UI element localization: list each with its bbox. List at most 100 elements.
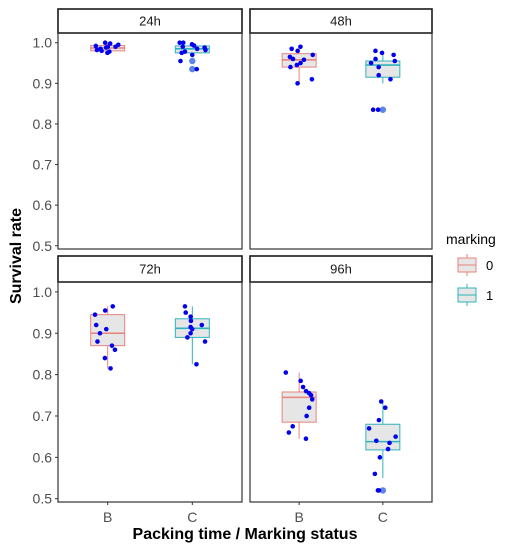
box-B-marking-0 (281, 370, 317, 442)
y-tick-label: 0.8 (33, 367, 53, 383)
data-point (298, 60, 303, 66)
y-tick-label: 0.6 (33, 197, 53, 213)
legend-title: marking (446, 231, 496, 247)
box-B-marking-0 (90, 304, 126, 371)
data-point (377, 455, 383, 460)
data-point (382, 405, 388, 411)
data-point (373, 48, 378, 54)
data-point (189, 42, 195, 47)
legend-entry-0: 0 (457, 254, 493, 276)
data-point (370, 107, 376, 113)
outlier-point (189, 65, 196, 73)
x-tick-label: C (378, 509, 388, 525)
data-point (102, 355, 108, 361)
data-point (188, 324, 193, 330)
data-point (294, 62, 300, 68)
data-point (97, 330, 103, 336)
y-tick-label: 0.7 (33, 157, 53, 173)
data-point (303, 388, 309, 394)
data-point (392, 58, 398, 64)
data-point (368, 60, 374, 66)
box-B-marking-0 (281, 44, 317, 86)
legend-label: 1 (486, 288, 493, 303)
data-point (188, 314, 193, 320)
box-C-marking-1 (174, 304, 210, 367)
data-point (374, 438, 379, 444)
data-point (180, 40, 186, 46)
data-point (309, 76, 315, 82)
data-point (391, 52, 396, 58)
data-point (298, 44, 303, 50)
data-point (194, 361, 199, 367)
data-point (188, 318, 194, 324)
panel-border (249, 32, 433, 250)
outlier-point (189, 57, 196, 65)
data-point (188, 330, 193, 336)
data-point (286, 430, 292, 435)
data-point (306, 405, 312, 411)
x-axis-title: Packing time / Marking status (133, 526, 358, 543)
panel-strip (249, 8, 433, 34)
data-point (303, 436, 309, 442)
data-point (95, 339, 100, 344)
panel-strip-label: 48h (330, 14, 352, 29)
panel-24h: 24h 0.5 0.6 0.7 0.8 0.9 1.0 (33, 8, 243, 254)
data-point (178, 58, 183, 64)
y-tick-label: 0.5 (33, 238, 53, 254)
data-point (103, 326, 109, 332)
data-point (298, 378, 303, 384)
data-point (189, 52, 195, 58)
data-point (376, 417, 382, 423)
y-tick-label: 0.9 (33, 75, 53, 91)
data-point (93, 322, 99, 328)
data-point (301, 57, 307, 63)
panel-strip-label: 24h (139, 14, 161, 29)
panel-48h: 48h (249, 8, 433, 250)
panel-96h: 96h B C (249, 255, 433, 525)
panel-strip-label: 72h (139, 262, 161, 277)
y-tick-label: 0.6 (33, 449, 53, 465)
x-tick-label: C (187, 509, 197, 525)
data-point (387, 440, 392, 446)
data-point (194, 46, 200, 52)
data-point (110, 304, 116, 309)
x-tick-label: B (294, 509, 303, 525)
data-point (107, 41, 113, 46)
box-C-marking-1 (365, 48, 401, 113)
data-point (179, 50, 185, 56)
data-point (99, 48, 104, 54)
data-point (376, 64, 381, 70)
y-tick-label: 0.8 (33, 116, 53, 132)
data-point (107, 49, 112, 54)
outlier-point (379, 487, 387, 494)
data-point (182, 304, 188, 309)
data-point (393, 434, 398, 439)
data-point (185, 335, 190, 340)
data-point (108, 366, 113, 371)
x-tick-label: B (103, 509, 112, 525)
outlier-point (379, 106, 387, 113)
data-point (366, 426, 372, 431)
legend-label: 0 (486, 258, 493, 273)
data-point (109, 343, 115, 348)
data-point (295, 81, 300, 86)
data-point (92, 312, 98, 317)
legend-entry-1: 1 (457, 284, 493, 306)
data-point (113, 44, 118, 50)
data-point (288, 64, 293, 70)
panel-strip (57, 8, 243, 34)
data-point (177, 40, 183, 46)
data-point (310, 52, 316, 58)
data-point (376, 488, 382, 493)
y-tick-label: 1.0 (33, 35, 53, 51)
data-point (295, 48, 300, 54)
data-point (102, 40, 108, 46)
data-point (202, 339, 208, 344)
data-point (300, 384, 306, 390)
data-point (304, 413, 309, 419)
data-point (180, 44, 186, 50)
y-axis-title: Survival rate (8, 208, 25, 304)
data-point (378, 399, 384, 404)
data-point (373, 56, 378, 62)
y-tick-label: 0.5 (33, 491, 53, 507)
